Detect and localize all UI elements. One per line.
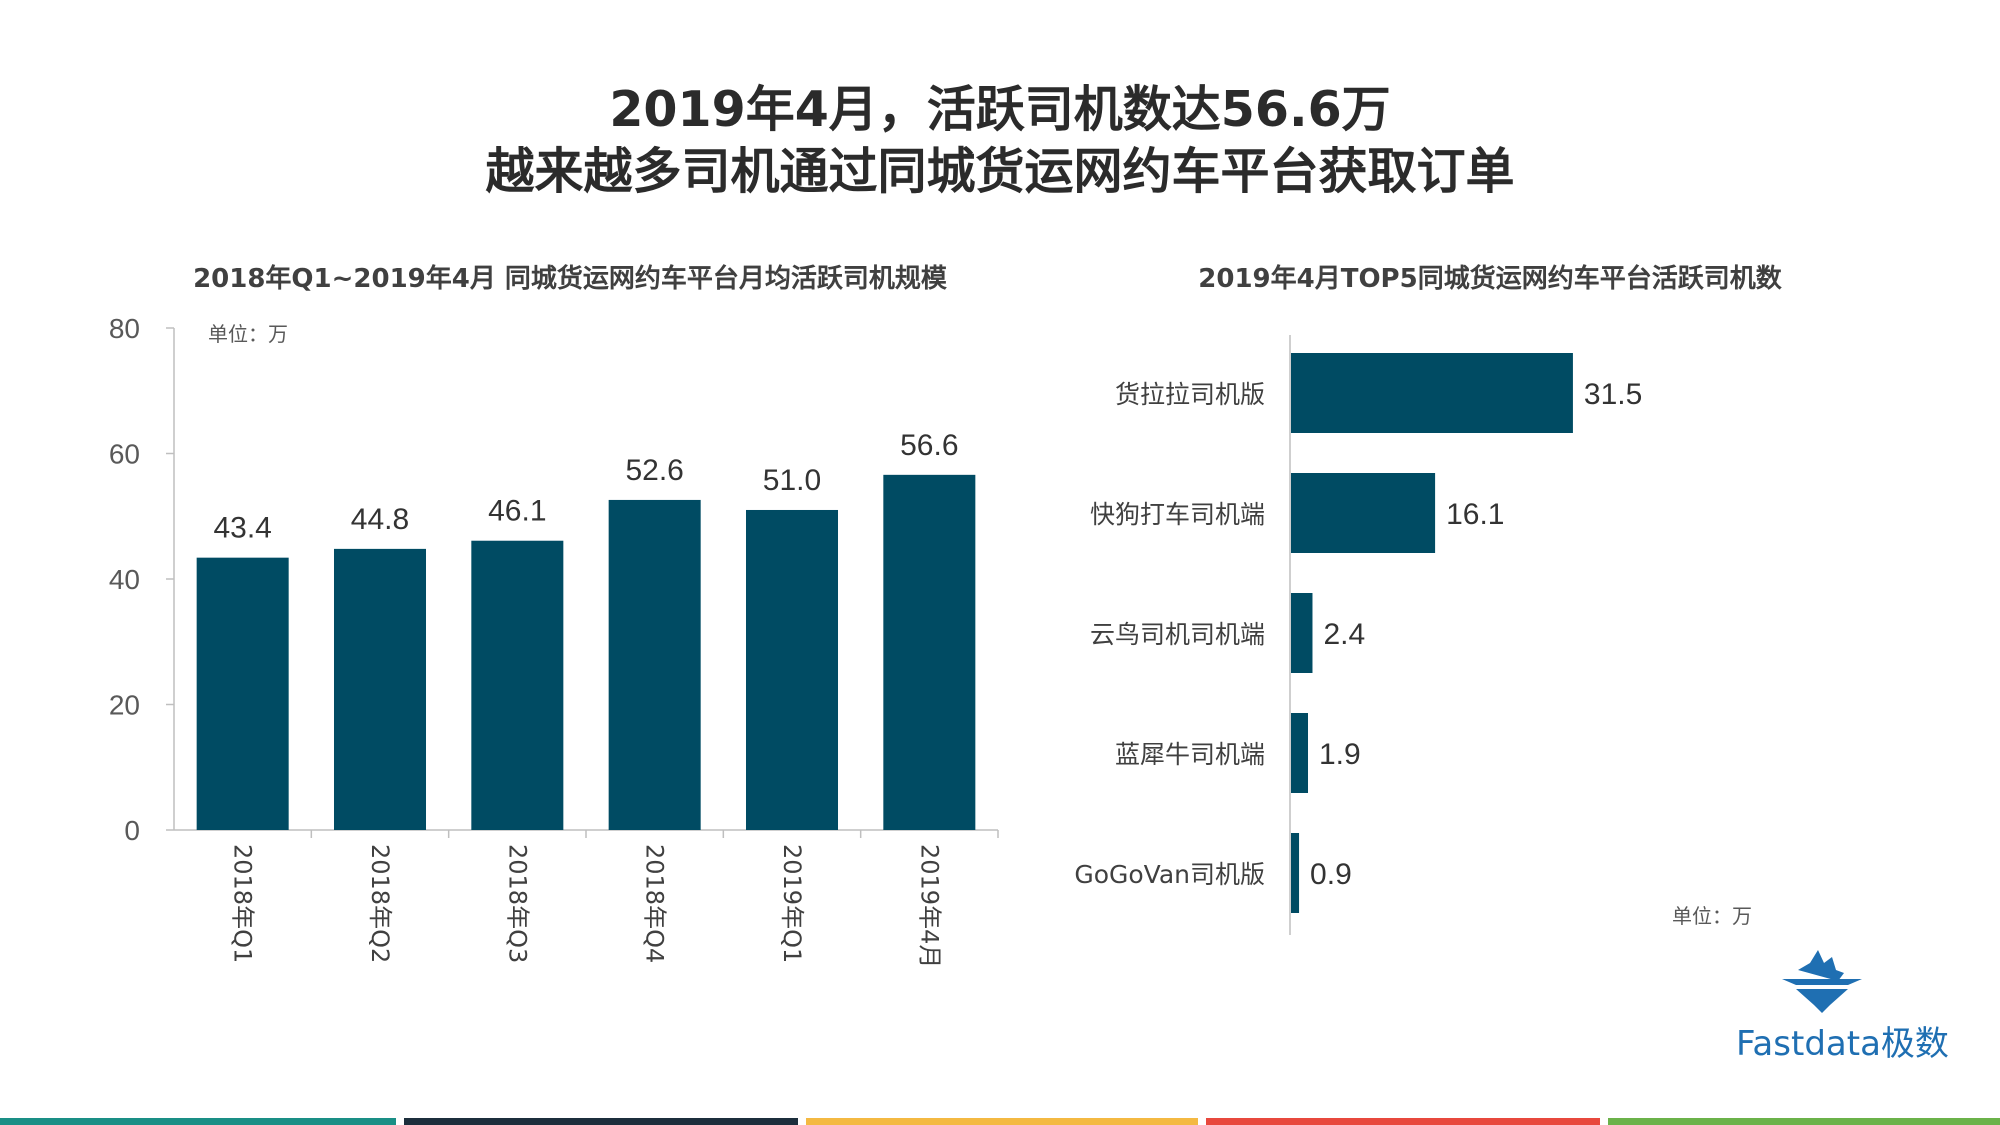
data-label: 31.5	[1584, 378, 1642, 411]
data-label: 0.9	[1310, 858, 1352, 891]
footer-stripe-3	[806, 1118, 1198, 1125]
bar	[1291, 833, 1300, 913]
footer-stripe-5	[1608, 1118, 2000, 1125]
bar	[1291, 353, 1573, 433]
y-tick-label: 0	[124, 815, 140, 846]
fastdata-logo-icon	[1782, 950, 1862, 1013]
category-label: 货拉拉司机版	[1115, 380, 1265, 409]
data-label: 16.1	[1446, 498, 1504, 531]
x-tick-label: 2019年Q1	[778, 844, 806, 963]
bar	[1291, 473, 1436, 553]
logo-text: Fastdata极数	[1736, 1024, 1949, 1064]
right-chart-unit-label: 单位：万	[1672, 906, 1752, 928]
data-label: 44.8	[351, 503, 409, 536]
x-tick-label: 2019年4月	[915, 844, 943, 968]
bar	[196, 557, 289, 830]
category-label: GoGoVan司机版	[1074, 860, 1265, 889]
y-tick-label: 40	[109, 564, 140, 595]
y-tick-label: 20	[109, 690, 140, 721]
x-tick-label: 2018年Q2	[366, 844, 394, 963]
left-bar-chart: 0 20 40 60 80 43.4 2018年Q1 44.8 2018年Q2 46.1 2018年…	[109, 313, 999, 968]
page-title-line1: 2019年4月，活跃司机数达56.6万	[609, 81, 1391, 138]
category-label: 快狗打车司机端	[1090, 500, 1265, 529]
bar	[745, 509, 839, 830]
bar	[471, 540, 564, 830]
footer-stripe-4	[1206, 1118, 1600, 1125]
y-tick-label: 60	[109, 439, 140, 470]
right-bar-chart: 31.5 货拉拉司机版 16.1 快狗打车司机端 2.4 云鸟司机司机端 1.9 蓝犀牛司机端…	[1074, 335, 1642, 935]
footer-stripe-1	[0, 1118, 396, 1125]
x-tick-label: 2018年Q1	[229, 844, 257, 963]
category-label: 蓝犀牛司机端	[1115, 740, 1265, 769]
bar	[333, 548, 427, 830]
data-label: 2.4	[1323, 618, 1365, 651]
data-label: 1.9	[1319, 738, 1361, 771]
data-label: 46.1	[488, 495, 546, 528]
data-label: 51.0	[763, 464, 821, 497]
footer-stripe-2	[404, 1118, 798, 1125]
bar	[1291, 713, 1309, 793]
right-chart-title: 2019年4月TOP5同城货运网约车平台活跃司机数	[1198, 264, 1782, 294]
page-title-line2: 越来越多司机通过同城货运网约车平台获取订单	[485, 143, 1515, 200]
bar	[1291, 593, 1313, 673]
category-label: 云鸟司机司机端	[1090, 620, 1265, 649]
bar	[883, 474, 976, 830]
y-tick-label: 80	[109, 313, 140, 344]
left-chart-unit-label: 单位：万	[208, 324, 288, 346]
data-label: 52.6	[625, 454, 683, 487]
bar	[608, 499, 701, 830]
x-tick-label: 2018年Q4	[641, 844, 669, 963]
left-chart-title: 2018年Q1~2019年4月 同城货运网约车平台月均活跃司机规模	[193, 264, 947, 294]
x-tick-label: 2018年Q3	[503, 844, 531, 963]
data-label: 56.6	[900, 429, 958, 462]
data-label: 43.4	[213, 512, 271, 545]
